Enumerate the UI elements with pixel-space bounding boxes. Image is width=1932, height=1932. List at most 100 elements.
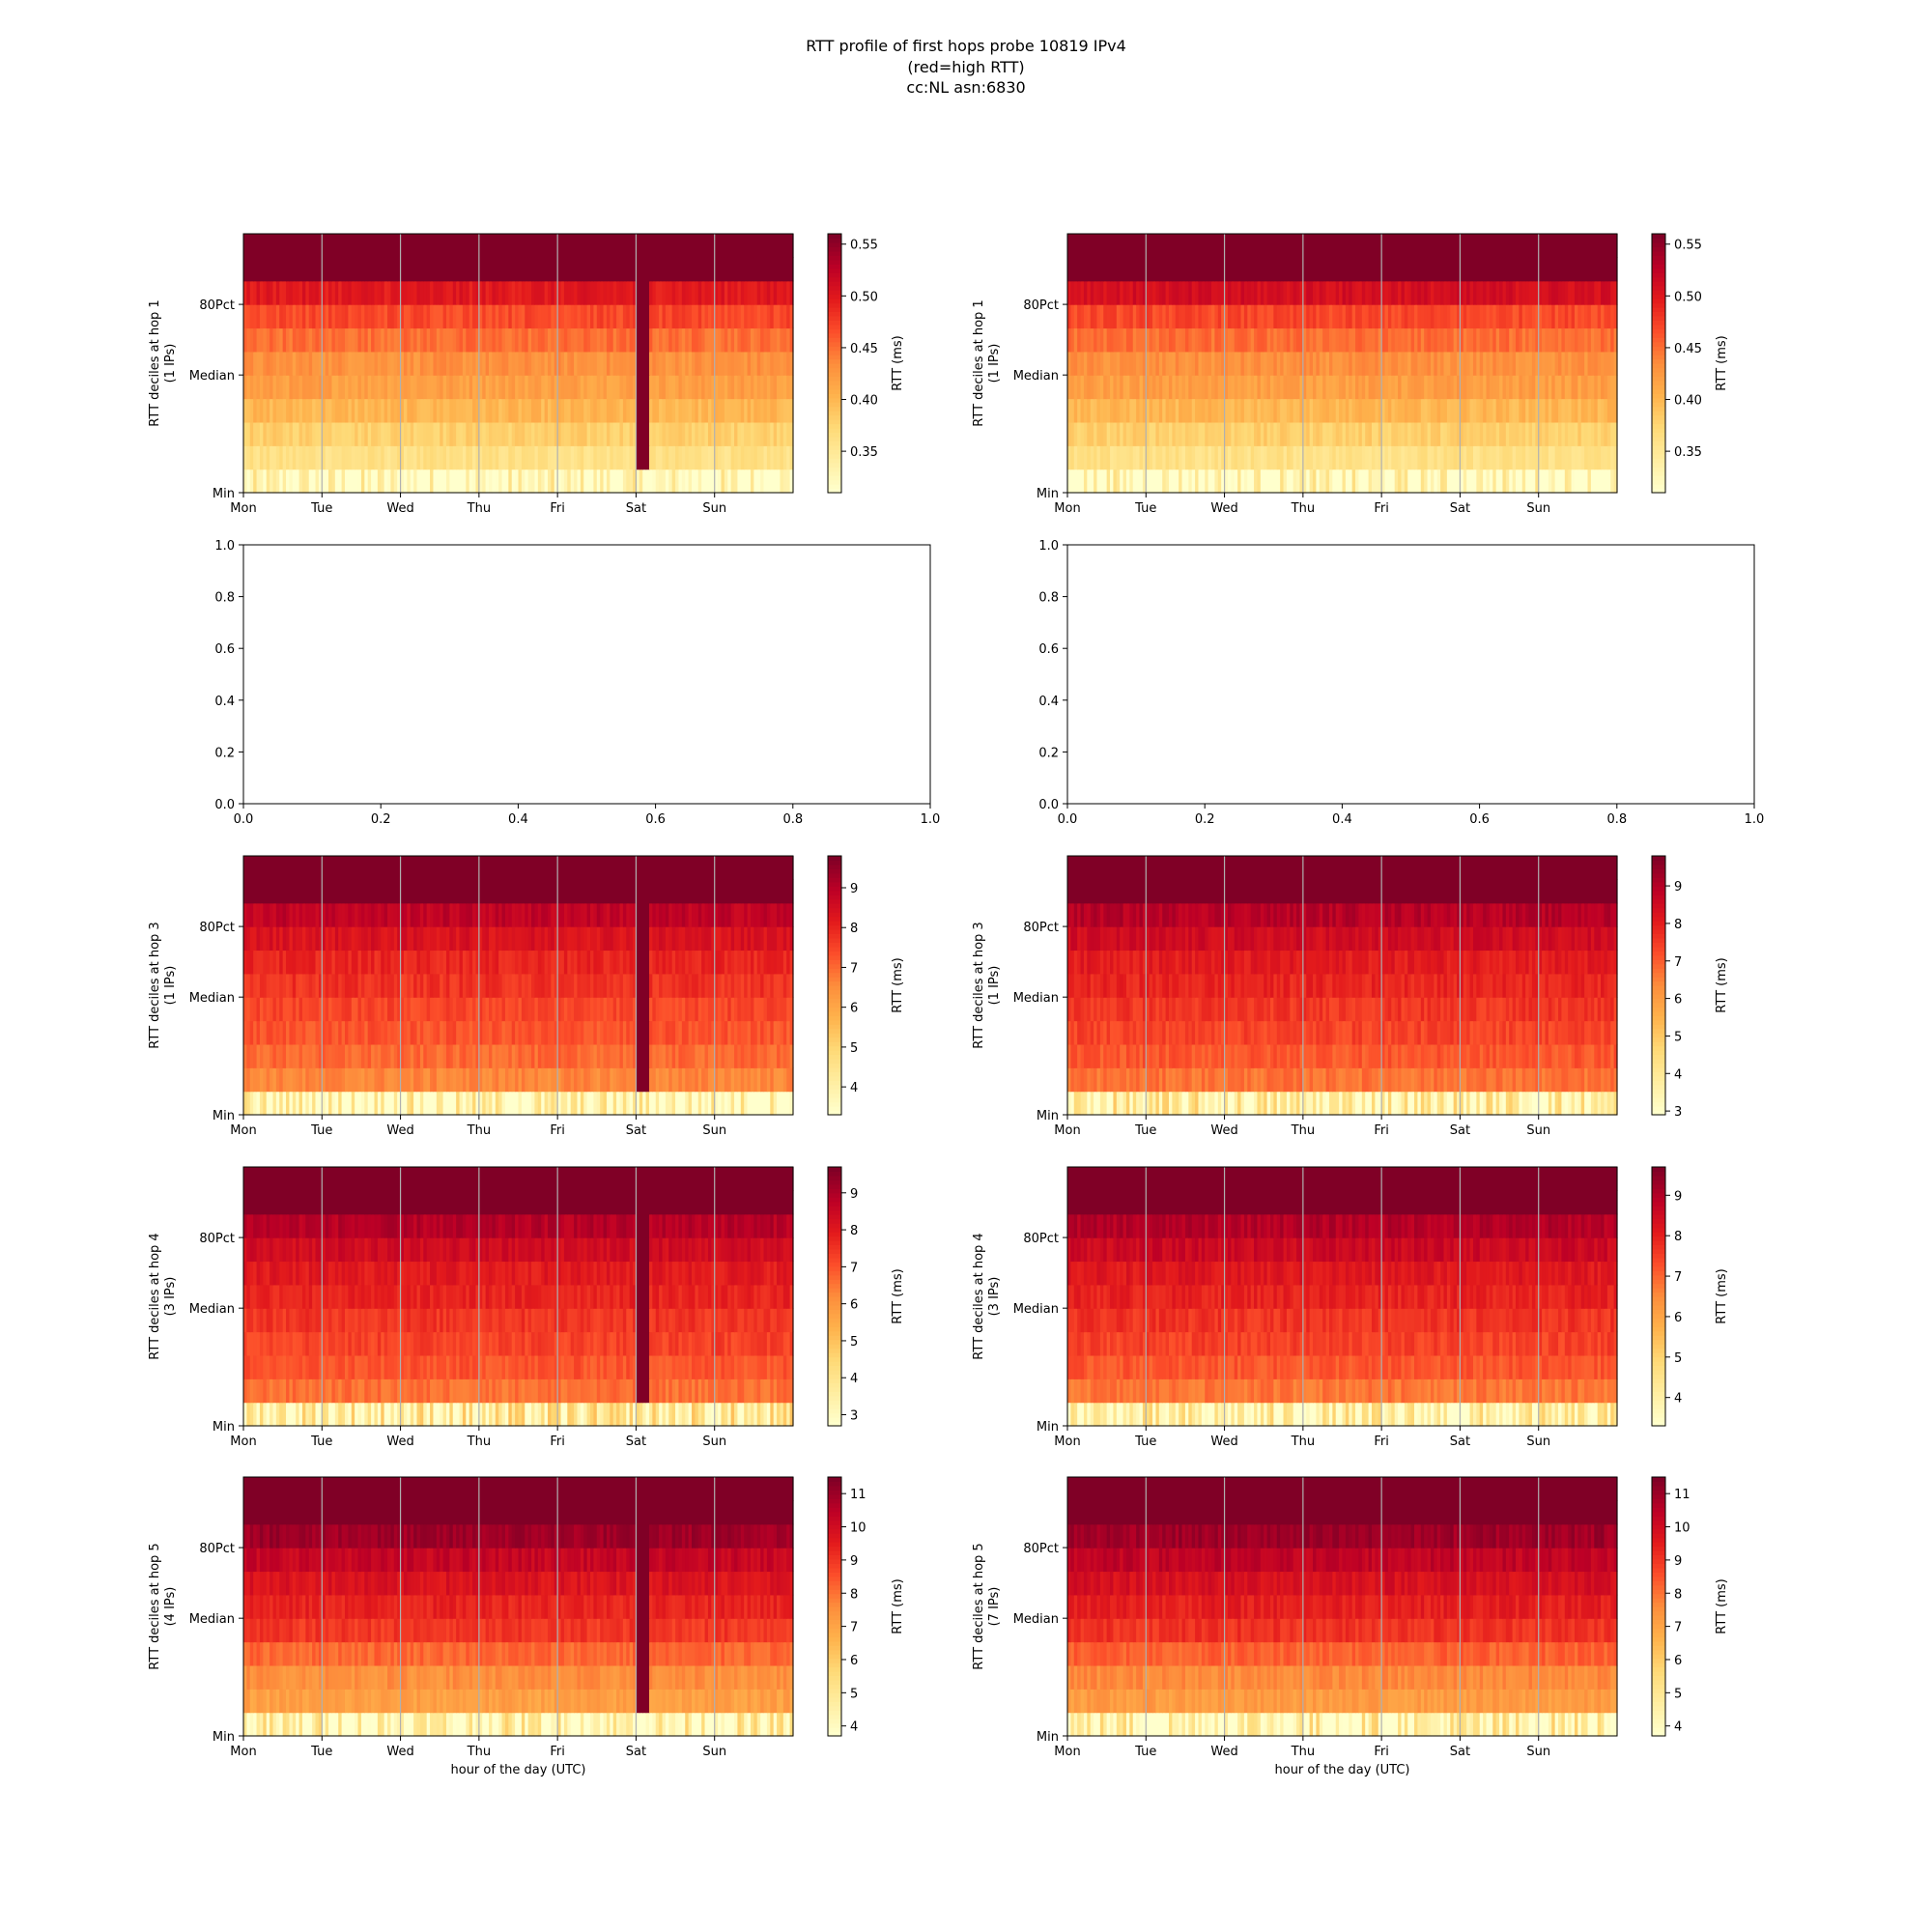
hop3-left-cell <box>498 997 503 1022</box>
hop3-left-cell <box>270 1020 274 1045</box>
hop3-left-cell <box>701 1091 706 1116</box>
hop1-left-cell <box>629 327 634 353</box>
hop3-left-cell <box>777 1043 781 1068</box>
hop1-right-cell <box>1211 327 1216 353</box>
hop1-right-cell <box>1604 445 1608 470</box>
hop3-left-cell <box>763 973 768 998</box>
hop1-left-cell <box>786 257 791 282</box>
hop1-right-cell <box>1420 445 1425 470</box>
hop1-right-cell <box>1483 304 1488 329</box>
hop1-right-cell <box>1492 234 1497 258</box>
hop3-left-cell <box>718 1091 723 1116</box>
hop1-left-cell <box>695 257 699 282</box>
hop1-left-y-tick-label: Median <box>189 369 235 384</box>
hop1-left-cell <box>263 327 268 353</box>
hop1-left-cell <box>367 234 372 258</box>
hop3-left-cell <box>596 973 601 998</box>
hop1-right-cell <box>1590 257 1595 282</box>
hop1-left-cell <box>760 469 765 494</box>
hop3-left-cell <box>665 1020 669 1045</box>
hop1-left-cell <box>766 445 771 470</box>
hop1-right-cell <box>1250 234 1255 258</box>
hop1-left-cell <box>583 327 588 353</box>
hop1-right-cell <box>1269 421 1274 446</box>
hop1-right-cell <box>1594 351 1599 376</box>
hop1-left-cell <box>489 234 494 258</box>
hop3-left-cell <box>331 1091 336 1116</box>
hop1-left-cell <box>547 375 552 400</box>
hop1-left-cell <box>371 469 376 494</box>
hop1-left-cell <box>770 280 775 305</box>
hop1-right-cell <box>1528 398 1533 423</box>
hop1-left-cell <box>348 327 353 353</box>
hop1-left-cell <box>351 234 355 258</box>
hop1-right-cell <box>1260 234 1264 258</box>
hop3-left-cell <box>413 1091 418 1116</box>
hop1-left-cell <box>286 421 291 446</box>
hop1-left-cell <box>381 257 385 282</box>
hop1-left-cell <box>750 398 754 423</box>
hop1-right-cell <box>1531 304 1536 329</box>
hop1-right-colorbar-segment <box>1652 350 1665 355</box>
hop1-left-cell <box>289 234 294 258</box>
hop1-right-cell <box>1355 398 1360 423</box>
hop3-left-cell <box>442 997 447 1022</box>
hop1-right-cell <box>1587 398 1592 423</box>
hop1-right-cell <box>1077 351 1082 376</box>
hop1-left-cell <box>734 234 739 258</box>
hop1-right-cell <box>1601 304 1605 329</box>
hop1-left-cell <box>730 421 735 446</box>
hop1-right-cell <box>1162 445 1167 470</box>
hop1-left-cell <box>315 421 320 446</box>
hop1-left-colorbar-segment <box>828 328 841 334</box>
hop1-right-cell <box>1371 351 1376 376</box>
hop1-left-cell <box>331 304 336 329</box>
hop3-left-cell <box>416 1043 421 1068</box>
hop1-left-cell <box>734 469 739 494</box>
hop3-left-cell <box>289 1020 294 1045</box>
hop3-left-cell <box>482 1067 487 1093</box>
hop1-right-cell <box>1610 421 1615 446</box>
hop3-left-cell <box>301 1043 306 1068</box>
hop1-left-cell <box>381 327 385 353</box>
hop1-left-cell <box>567 398 572 423</box>
hop1-right-cell <box>1335 421 1340 446</box>
hop1-right-cell <box>1391 280 1396 305</box>
hop1-left-cell <box>282 234 287 258</box>
hop1-left-cell <box>622 257 627 282</box>
hop1-right-cell <box>1280 327 1285 353</box>
hop1-left-cell <box>600 234 605 258</box>
hop3-left-cell <box>246 973 251 998</box>
hop1-left-cell <box>367 304 372 329</box>
hop1-right-cell <box>1469 327 1474 353</box>
hop1-right-cell <box>1116 327 1121 353</box>
hop1-right-cell <box>1505 351 1510 376</box>
hop1-left-cell <box>692 351 696 376</box>
hop1-left-cell <box>400 445 405 470</box>
hop3-left-cell <box>730 1091 735 1116</box>
hop1-left-cell <box>692 421 696 446</box>
hop1-right-cell <box>1542 469 1547 494</box>
hop3-left-cell <box>707 997 712 1022</box>
hop1-right-cell <box>1463 280 1467 305</box>
hop1-right-cell <box>1358 375 1363 400</box>
hop1-right-cell <box>1269 469 1274 494</box>
hop1-right-cell <box>1351 398 1356 423</box>
hop1-right-cell <box>1149 445 1153 470</box>
hop1-left-cell <box>498 304 503 329</box>
hop1-left-cell <box>782 257 787 282</box>
hop1-left-cell <box>642 257 647 282</box>
hop1-right-cell <box>1103 469 1108 494</box>
hop3-left-cell <box>652 1043 657 1068</box>
hop1-left-cell <box>384 280 388 305</box>
hop3-left-cell <box>574 1020 579 1045</box>
hop3-left-cell <box>489 1091 494 1116</box>
hop3-left-cell <box>659 997 664 1022</box>
hop1-left-ylabel: RTT deciles at hop 1 <box>148 299 162 426</box>
hop3-left-cell <box>485 1043 490 1068</box>
hop3-left-cell <box>259 1043 264 1068</box>
hop1-left-cell <box>305 421 310 446</box>
hop2-left-x-tick-label: 0.4 <box>508 812 528 827</box>
hop1-left-cell <box>298 280 303 305</box>
hop3-left-cell <box>364 1020 369 1045</box>
